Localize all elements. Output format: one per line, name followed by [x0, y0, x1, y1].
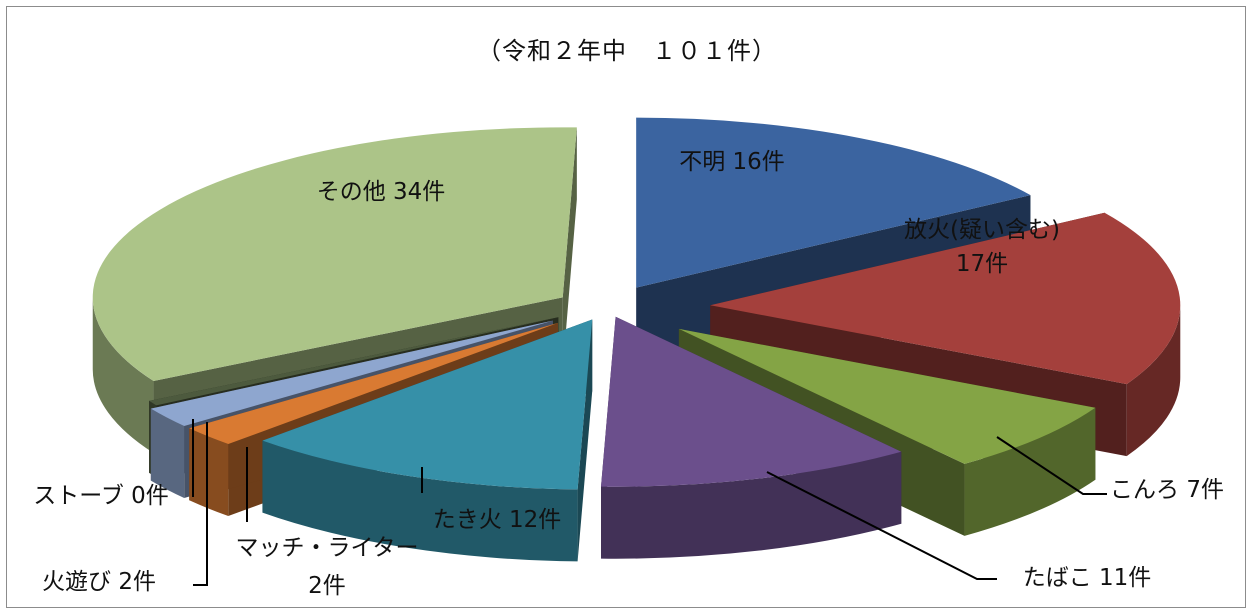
- slices-layer: [92, 117, 1181, 562]
- slice-top: [92, 127, 577, 381]
- leaders-layer: [192, 419, 1107, 586]
- slice-side: [189, 428, 229, 517]
- slice-top: [150, 320, 553, 426]
- slice-wall: [562, 127, 577, 370]
- slice-side: [601, 451, 902, 559]
- slice-top: [149, 317, 559, 406]
- leader-line-2: [996, 436, 1107, 495]
- chart-title: （令和２年中 １０１件）: [477, 37, 777, 65]
- slice-side: [964, 407, 1096, 536]
- slice-label-3: たばこ 11件: [1023, 565, 1152, 591]
- chart-frame: （令和２年中 １０１件） 不明 16件放火(疑い含む) 17件こんろ 7件たばこ …: [6, 6, 1246, 608]
- slice-label-1: 放火(疑い含む) 17件: [904, 217, 1060, 277]
- slice-label-line: 2件: [308, 573, 346, 599]
- slice-label-line: その他 34件: [317, 179, 446, 205]
- slice-label-line: ストーブ 0件: [33, 483, 169, 509]
- slice-label-line: 放火(疑い含む): [904, 217, 1060, 243]
- slice-top: [710, 212, 1181, 385]
- pie-slice-4: [262, 319, 593, 562]
- slice-label-4: たき火 12件: [433, 507, 562, 533]
- slice-label-line: たき火 12件: [433, 507, 562, 533]
- slice-top: [601, 316, 902, 487]
- slice-label-line: 17件: [956, 251, 1008, 277]
- slice-label-line: マッチ・ライター: [235, 535, 418, 561]
- slice-label-line: 不明 16件: [679, 149, 785, 175]
- slice-side: [1126, 305, 1181, 457]
- slice-label-0: 不明 16件: [679, 149, 785, 175]
- slice-top: [189, 322, 559, 445]
- leader-line-3: [766, 471, 997, 580]
- slice-label-line: たばこ 11件: [1023, 565, 1152, 591]
- slice-label-8: その他 34件: [317, 179, 446, 205]
- slice-label-6: 火遊び 2件: [42, 569, 156, 595]
- leader-line-6: [193, 422, 208, 586]
- slice-side: [262, 440, 578, 562]
- slice-top: [636, 117, 1031, 288]
- slice-top: [262, 319, 593, 490]
- slice-top: [678, 328, 1096, 464]
- slice-label-5: マッチ・ライター 2件: [235, 535, 418, 599]
- slice-label-line: 火遊び 2件: [42, 569, 156, 595]
- pie-slice-3: [601, 316, 902, 559]
- slice-label-line: こんろ 7件: [1110, 477, 1224, 503]
- slice-label-2: こんろ 7件: [1110, 477, 1224, 503]
- slice-side: [92, 297, 154, 453]
- slice-label-7: ストーブ 0件: [33, 483, 169, 509]
- slice-side: [150, 408, 185, 498]
